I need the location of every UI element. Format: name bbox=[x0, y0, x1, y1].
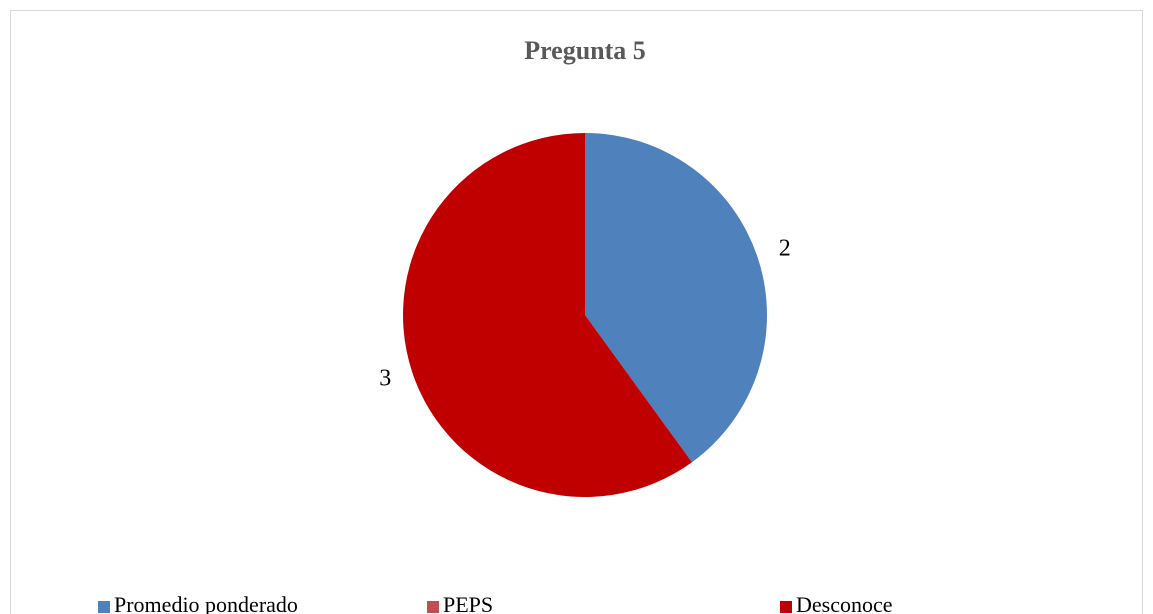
legend-label: PEPS bbox=[443, 592, 493, 614]
data-label: 3 bbox=[379, 365, 391, 391]
legend-label: Promedio ponderado bbox=[114, 592, 298, 614]
data-label: 2 bbox=[779, 236, 791, 262]
pie-slice bbox=[403, 133, 692, 497]
legend-swatch bbox=[427, 601, 439, 613]
legend-swatch bbox=[780, 601, 792, 613]
legend-label: Desconoce bbox=[796, 592, 893, 614]
pie-slice bbox=[585, 133, 767, 463]
chart-title: Pregunta 5 bbox=[524, 36, 646, 65]
legend-swatch bbox=[98, 601, 110, 613]
